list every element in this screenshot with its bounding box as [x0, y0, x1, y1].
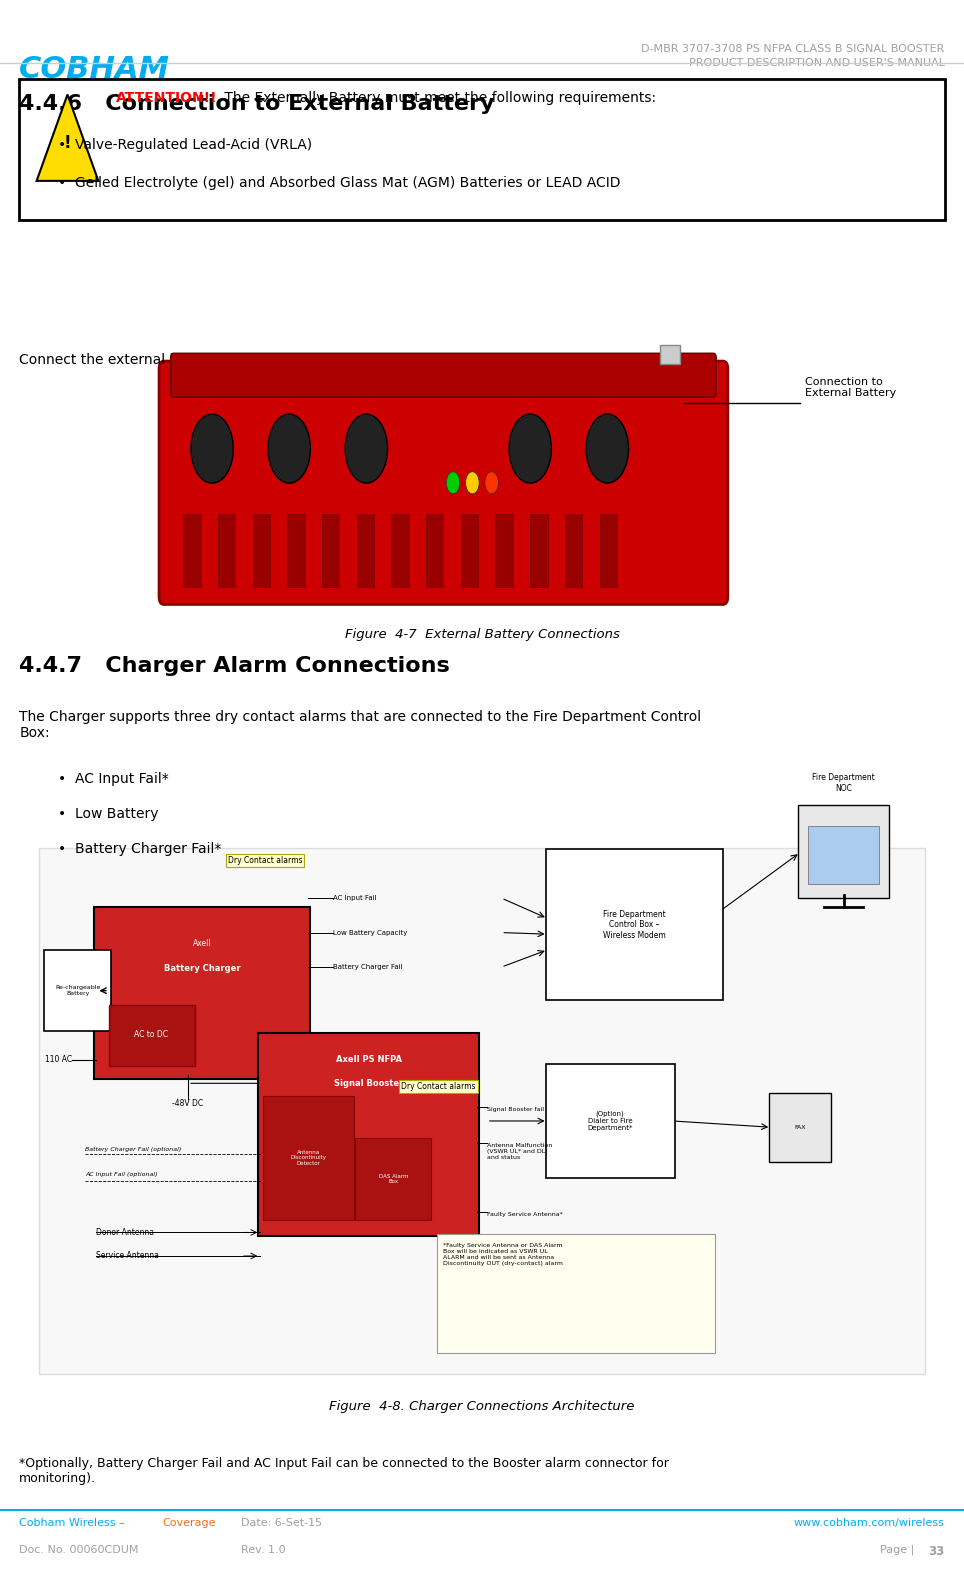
Text: D-MBR 3707-3708 PS NFPA CLASS B SIGNAL BOOSTER: D-MBR 3707-3708 PS NFPA CLASS B SIGNAL B…: [641, 44, 945, 53]
Text: Signal Booster: Signal Booster: [335, 1079, 403, 1088]
FancyBboxPatch shape: [391, 515, 409, 587]
Text: AC Input Fail: AC Input Fail: [333, 895, 376, 901]
Text: Low Battery Capacity: Low Battery Capacity: [333, 929, 407, 936]
Text: *Faulty Service Antenna or DAS Alarm
Box will be indicated as VSWR UL
ALARM and : *Faulty Service Antenna or DAS Alarm Box…: [443, 1243, 563, 1265]
Text: Page |: Page |: [880, 1545, 918, 1556]
FancyBboxPatch shape: [355, 1138, 431, 1220]
FancyBboxPatch shape: [19, 78, 945, 220]
FancyBboxPatch shape: [253, 515, 270, 587]
FancyBboxPatch shape: [287, 515, 305, 587]
Text: •  Battery Charger Fail*: • Battery Charger Fail*: [58, 842, 221, 856]
FancyBboxPatch shape: [798, 805, 889, 898]
Text: Rev. 1.0: Rev. 1.0: [241, 1545, 285, 1554]
FancyBboxPatch shape: [109, 1005, 195, 1066]
Text: Figure  4-8. Charger Connections Architecture: Figure 4-8. Charger Connections Architec…: [330, 1400, 634, 1413]
Text: Re-chargeable
Battery: Re-chargeable Battery: [55, 986, 100, 995]
Text: 4.4.6   Connection to External Battery: 4.4.6 Connection to External Battery: [19, 94, 495, 115]
Text: Coverage: Coverage: [162, 1518, 215, 1528]
FancyBboxPatch shape: [263, 1096, 354, 1220]
FancyBboxPatch shape: [565, 515, 582, 587]
FancyBboxPatch shape: [159, 361, 728, 604]
Text: (Option)
Dialer to Fire
Department*: (Option) Dialer to Fire Department*: [587, 1110, 633, 1132]
Text: Axell: Axell: [193, 939, 212, 948]
Text: 33: 33: [928, 1545, 945, 1557]
Text: Date: 6-Set-15: Date: 6-Set-15: [241, 1518, 322, 1528]
Text: The Externally Battery must meet the following requirements:: The Externally Battery must meet the fol…: [220, 91, 656, 105]
Circle shape: [345, 414, 388, 484]
Text: Battery Charger Fail: Battery Charger Fail: [333, 964, 402, 970]
Text: Antenna Malfunction
(VSWR UL* and DL)
and status: Antenna Malfunction (VSWR UL* and DL) an…: [487, 1143, 552, 1160]
FancyBboxPatch shape: [546, 1064, 675, 1178]
Text: -48V DC: -48V DC: [173, 1099, 203, 1108]
Text: Antenna
Discontinuity
Detector: Antenna Discontinuity Detector: [290, 1149, 327, 1167]
Text: Faulty Service Antenna*: Faulty Service Antenna*: [487, 1212, 563, 1217]
FancyBboxPatch shape: [426, 515, 443, 587]
Text: Connection to
External Battery: Connection to External Battery: [805, 377, 897, 399]
Polygon shape: [37, 94, 98, 181]
FancyBboxPatch shape: [44, 950, 111, 1031]
Text: Donor Antenna: Donor Antenna: [96, 1228, 154, 1237]
FancyBboxPatch shape: [600, 515, 617, 587]
FancyBboxPatch shape: [546, 849, 723, 1000]
FancyBboxPatch shape: [461, 515, 478, 587]
FancyBboxPatch shape: [258, 1033, 479, 1236]
Text: DAS Alarm
Box: DAS Alarm Box: [379, 1174, 408, 1184]
Circle shape: [466, 473, 479, 495]
Text: www.cobham.com/wireless: www.cobham.com/wireless: [793, 1518, 945, 1528]
Text: Dry Contact alarms: Dry Contact alarms: [228, 856, 303, 865]
Text: AC Input Fail (optional): AC Input Fail (optional): [85, 1171, 157, 1178]
Text: FAX: FAX: [794, 1124, 806, 1130]
Text: AC to DC: AC to DC: [134, 1030, 169, 1039]
FancyBboxPatch shape: [495, 515, 513, 587]
FancyBboxPatch shape: [39, 848, 925, 1374]
FancyBboxPatch shape: [808, 826, 879, 884]
Text: Axell PS NFPA: Axell PS NFPA: [335, 1055, 402, 1064]
FancyBboxPatch shape: [530, 515, 548, 587]
Text: •  Valve-Regulated Lead-Acid (VRLA): • Valve-Regulated Lead-Acid (VRLA): [58, 138, 312, 152]
Circle shape: [509, 414, 551, 484]
Text: •  Low Battery: • Low Battery: [58, 807, 158, 821]
Text: COBHAM: COBHAM: [19, 55, 171, 83]
Text: Signal Booster fail: Signal Booster fail: [487, 1107, 544, 1112]
FancyBboxPatch shape: [769, 1093, 831, 1162]
Text: The Charger supports three dry contact alarms that are connected to the Fire Dep: The Charger supports three dry contact a…: [19, 710, 702, 739]
Text: •  Gelled Electrolyte (gel) and Absorbed Glass Mat (AGM) Batteries or LEAD ACID: • Gelled Electrolyte (gel) and Absorbed …: [58, 176, 621, 190]
Text: Dry Contact alarms: Dry Contact alarms: [401, 1082, 476, 1091]
FancyBboxPatch shape: [171, 353, 716, 397]
Text: 4.4.7   Charger Alarm Connections: 4.4.7 Charger Alarm Connections: [19, 656, 450, 677]
Circle shape: [268, 414, 310, 484]
Circle shape: [191, 414, 233, 484]
Text: ATTENTION!!: ATTENTION!!: [116, 91, 217, 105]
Text: Fire Department
Control Box –
Wireless Modem: Fire Department Control Box – Wireless M…: [602, 911, 666, 939]
Circle shape: [485, 473, 498, 495]
Text: 110 AC: 110 AC: [45, 1055, 72, 1064]
FancyBboxPatch shape: [218, 515, 235, 587]
Text: !: !: [64, 133, 71, 152]
Text: Doc. No. 00060CDUM: Doc. No. 00060CDUM: [19, 1545, 139, 1554]
Text: Battery: Battery: [371, 353, 430, 367]
Text: Connect the external battery to the Charger: Connect the external battery to the Char…: [19, 353, 331, 367]
Text: connector:: connector:: [437, 353, 515, 367]
Text: Figure  4-7  External Battery Connections: Figure 4-7 External Battery Connections: [344, 628, 620, 641]
FancyBboxPatch shape: [660, 345, 680, 364]
Text: Fire Department
NOC: Fire Department NOC: [812, 774, 875, 793]
Text: Battery Charger Fail (optional): Battery Charger Fail (optional): [85, 1146, 181, 1152]
FancyBboxPatch shape: [357, 515, 374, 587]
Text: Battery Charger: Battery Charger: [164, 964, 241, 973]
Circle shape: [446, 473, 460, 495]
FancyBboxPatch shape: [437, 1234, 715, 1353]
Text: *Optionally, Battery Charger Fail and AC Input Fail can be connected to the Boos: *Optionally, Battery Charger Fail and AC…: [19, 1457, 669, 1485]
Text: Cobham Wireless –: Cobham Wireless –: [19, 1518, 128, 1528]
Text: •  AC Input Fail*: • AC Input Fail*: [58, 772, 169, 787]
FancyBboxPatch shape: [183, 515, 201, 587]
FancyBboxPatch shape: [322, 515, 339, 587]
Text: PRODUCT DESCRIPTION AND USER'S MANUAL: PRODUCT DESCRIPTION AND USER'S MANUAL: [688, 58, 945, 68]
Circle shape: [586, 414, 629, 484]
Text: Service Antenna: Service Antenna: [96, 1251, 159, 1261]
FancyBboxPatch shape: [94, 907, 310, 1079]
